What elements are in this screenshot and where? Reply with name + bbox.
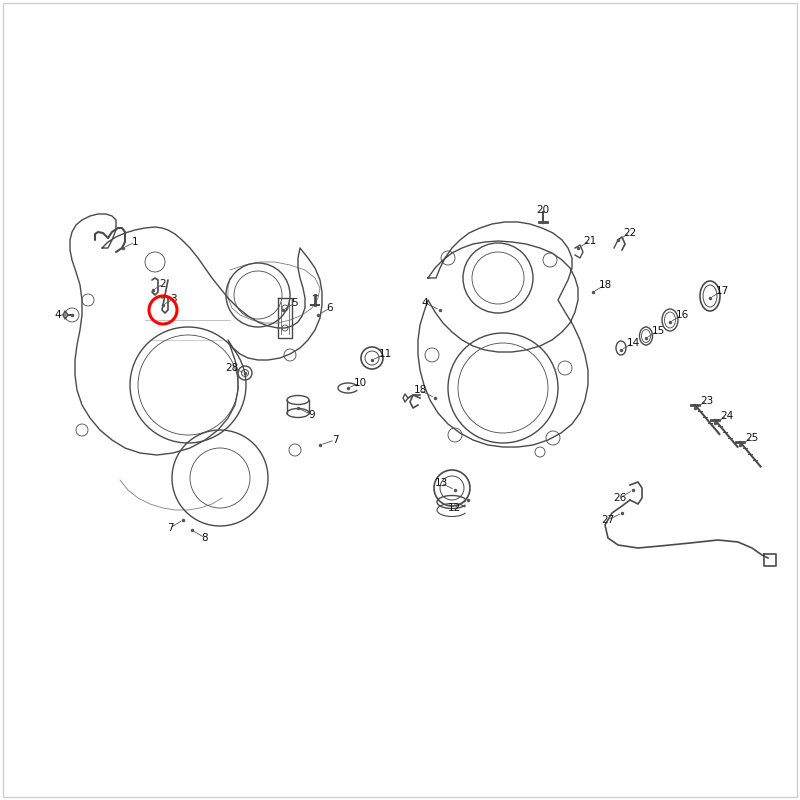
Text: 24: 24 <box>720 411 734 421</box>
Text: 25: 25 <box>746 433 758 443</box>
Text: 10: 10 <box>354 378 366 388</box>
Text: 21: 21 <box>583 236 597 246</box>
Text: 7: 7 <box>166 523 174 533</box>
Text: 17: 17 <box>715 286 729 296</box>
Text: 2: 2 <box>160 279 166 289</box>
Text: 9: 9 <box>309 410 315 420</box>
Text: 6: 6 <box>326 303 334 313</box>
Text: 23: 23 <box>700 396 714 406</box>
Text: 1: 1 <box>132 237 138 247</box>
Text: 16: 16 <box>675 310 689 320</box>
Text: 7: 7 <box>332 435 338 445</box>
Text: 3: 3 <box>170 294 176 304</box>
Text: 28: 28 <box>226 363 238 373</box>
Text: 13: 13 <box>434 478 448 488</box>
Text: 5: 5 <box>292 298 298 308</box>
Text: 18: 18 <box>598 280 612 290</box>
Text: 12: 12 <box>447 503 461 513</box>
Text: 20: 20 <box>537 205 550 215</box>
Text: 11: 11 <box>378 349 392 359</box>
Text: 18: 18 <box>414 385 426 395</box>
Text: 8: 8 <box>202 533 208 543</box>
Text: 22: 22 <box>623 228 637 238</box>
Text: 26: 26 <box>614 493 626 503</box>
Text: 14: 14 <box>626 338 640 348</box>
Text: 4: 4 <box>422 298 428 308</box>
Text: 15: 15 <box>651 326 665 336</box>
Text: 4: 4 <box>54 310 62 320</box>
Text: 27: 27 <box>602 515 614 525</box>
